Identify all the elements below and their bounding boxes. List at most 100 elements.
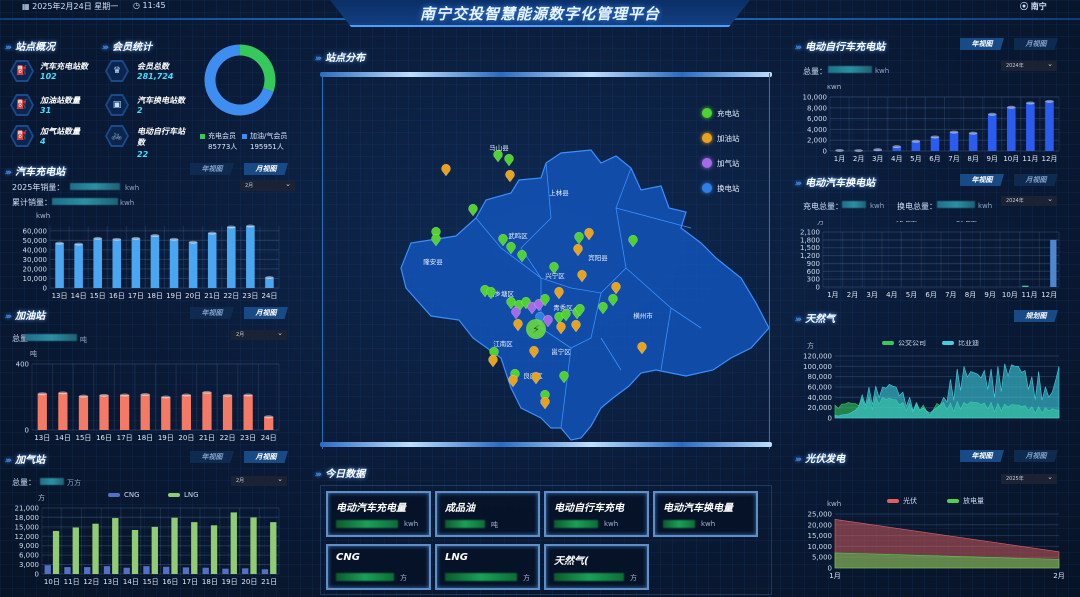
bar[interactable] <box>873 149 883 151</box>
car-charging-month-dropdown[interactable]: 2月 <box>240 179 295 191</box>
today-card[interactable]: 电动自行车充电 kwh <box>544 491 649 537</box>
station-marker[interactable] <box>611 281 621 295</box>
station-marker[interactable] <box>531 371 541 385</box>
area-series[interactable] <box>834 363 1060 419</box>
bar[interactable] <box>243 395 253 430</box>
bar[interactable] <box>835 150 844 151</box>
station-marker[interactable] <box>431 226 441 240</box>
today-card[interactable]: 电动汽车换电量 kwh <box>653 491 758 537</box>
ebike-year-view-button[interactable]: 年视图 <box>960 38 1004 50</box>
station-marker[interactable] <box>468 203 478 217</box>
car-charging-month-view-button[interactable]: 月视图 <box>244 163 288 175</box>
station-marker[interactable] <box>543 314 553 328</box>
station-marker[interactable] <box>534 298 544 312</box>
bar[interactable] <box>242 568 249 574</box>
bar[interactable] <box>230 512 237 574</box>
bar[interactable] <box>930 136 940 151</box>
station-marker[interactable] <box>498 233 508 247</box>
location-selector[interactable]: ⦿ 南宁 <box>1020 2 1047 11</box>
oil-month-dropdown[interactable]: 2月 <box>231 328 287 340</box>
bar[interactable] <box>1050 239 1057 287</box>
station-marker[interactable] <box>573 243 583 257</box>
bar[interactable] <box>911 141 921 151</box>
bar[interactable] <box>99 395 109 430</box>
bar[interactable] <box>265 277 274 288</box>
station-marker[interactable] <box>540 396 550 410</box>
bar[interactable] <box>143 566 150 574</box>
bar[interactable] <box>92 523 99 574</box>
bar[interactable] <box>119 395 130 430</box>
donut-slice[interactable] <box>204 44 274 116</box>
bar[interactable] <box>1026 102 1035 151</box>
bar[interactable] <box>1022 285 1029 287</box>
station-marker[interactable] <box>559 370 569 384</box>
bar[interactable] <box>64 567 71 574</box>
bar[interactable] <box>74 244 83 288</box>
gas-month-view-button[interactable]: 月视图 <box>244 451 288 463</box>
station-map[interactable]: 马山县上林县武鸣区宾阳县隆安县兴宁区西乡塘区青秀区江南区邕宁区良庆区横州市⚡ <box>323 78 769 441</box>
bar[interactable] <box>150 235 160 288</box>
bar[interactable] <box>1045 101 1054 151</box>
bar[interactable] <box>140 394 150 430</box>
bar[interactable] <box>169 239 179 288</box>
car-charging-year-view-button[interactable]: 年视图 <box>190 163 234 175</box>
bar[interactable] <box>222 395 233 430</box>
bar[interactable] <box>210 525 218 574</box>
station-marker[interactable] <box>441 163 451 177</box>
station-marker[interactable] <box>561 308 571 322</box>
station-marker[interactable] <box>529 345 539 359</box>
pv-year-view-button[interactable]: 年视图 <box>960 450 1004 462</box>
bar[interactable] <box>182 567 190 574</box>
bar[interactable] <box>202 567 209 574</box>
bar[interactable] <box>949 132 959 151</box>
station-marker[interactable] <box>540 389 550 403</box>
station-marker[interactable] <box>527 301 537 315</box>
station-marker[interactable] <box>540 293 550 307</box>
bar[interactable] <box>207 233 217 288</box>
station-marker[interactable] <box>504 153 514 167</box>
bar[interactable] <box>151 526 158 574</box>
station-marker[interactable] <box>488 354 498 368</box>
station-marker[interactable] <box>554 286 564 300</box>
gas-month-dropdown[interactable]: 2月 <box>231 474 287 486</box>
map-legend-label[interactable]: 充电站 <box>717 109 740 118</box>
bar[interactable] <box>112 239 122 288</box>
bar[interactable] <box>892 146 902 151</box>
station-marker[interactable] <box>577 269 587 283</box>
bar[interactable] <box>264 416 274 430</box>
station-marker[interactable] <box>508 374 518 388</box>
area-series[interactable] <box>834 552 1060 569</box>
oil-year-view-button[interactable]: 年视图 <box>190 307 234 319</box>
station-marker[interactable] <box>554 311 564 325</box>
station-marker[interactable] <box>511 306 521 320</box>
station-marker[interactable] <box>574 231 584 245</box>
station-marker[interactable] <box>608 293 618 307</box>
oil-month-view-button[interactable]: 月视图 <box>244 307 288 319</box>
today-card[interactable]: CNG 方 <box>326 544 431 590</box>
ebike-year-dropdown[interactable]: 2024年 <box>1001 59 1057 71</box>
bar[interactable] <box>163 566 170 574</box>
swap-year-view-button[interactable]: 年视图 <box>960 174 1004 186</box>
nanning-region[interactable] <box>400 149 769 441</box>
map-legend-label[interactable]: 加油站 <box>717 134 740 143</box>
bar[interactable] <box>84 567 91 574</box>
bar[interactable] <box>55 243 64 288</box>
bar[interactable] <box>250 517 257 574</box>
map-legend-label[interactable]: 换电站 <box>717 184 740 193</box>
station-marker[interactable] <box>513 318 523 332</box>
station-marker[interactable] <box>637 341 647 355</box>
ebike-month-view-button[interactable]: 月视图 <box>1014 38 1058 50</box>
station-marker[interactable] <box>517 249 527 263</box>
pv-year-dropdown[interactable]: 2025年 <box>1001 472 1057 484</box>
swap-month-view-button[interactable]: 月视图 <box>1014 174 1058 186</box>
bar[interactable] <box>78 396 89 430</box>
station-marker[interactable] <box>493 149 503 163</box>
station-marker[interactable] <box>489 346 499 360</box>
station-marker[interactable] <box>584 227 594 241</box>
station-marker[interactable] <box>628 234 638 248</box>
map-legend-label[interactable]: 加气站 <box>717 159 740 168</box>
bar[interactable] <box>1006 107 1016 151</box>
bar[interactable] <box>968 133 978 151</box>
bar[interactable] <box>188 242 198 288</box>
station-marker[interactable] <box>571 319 581 333</box>
